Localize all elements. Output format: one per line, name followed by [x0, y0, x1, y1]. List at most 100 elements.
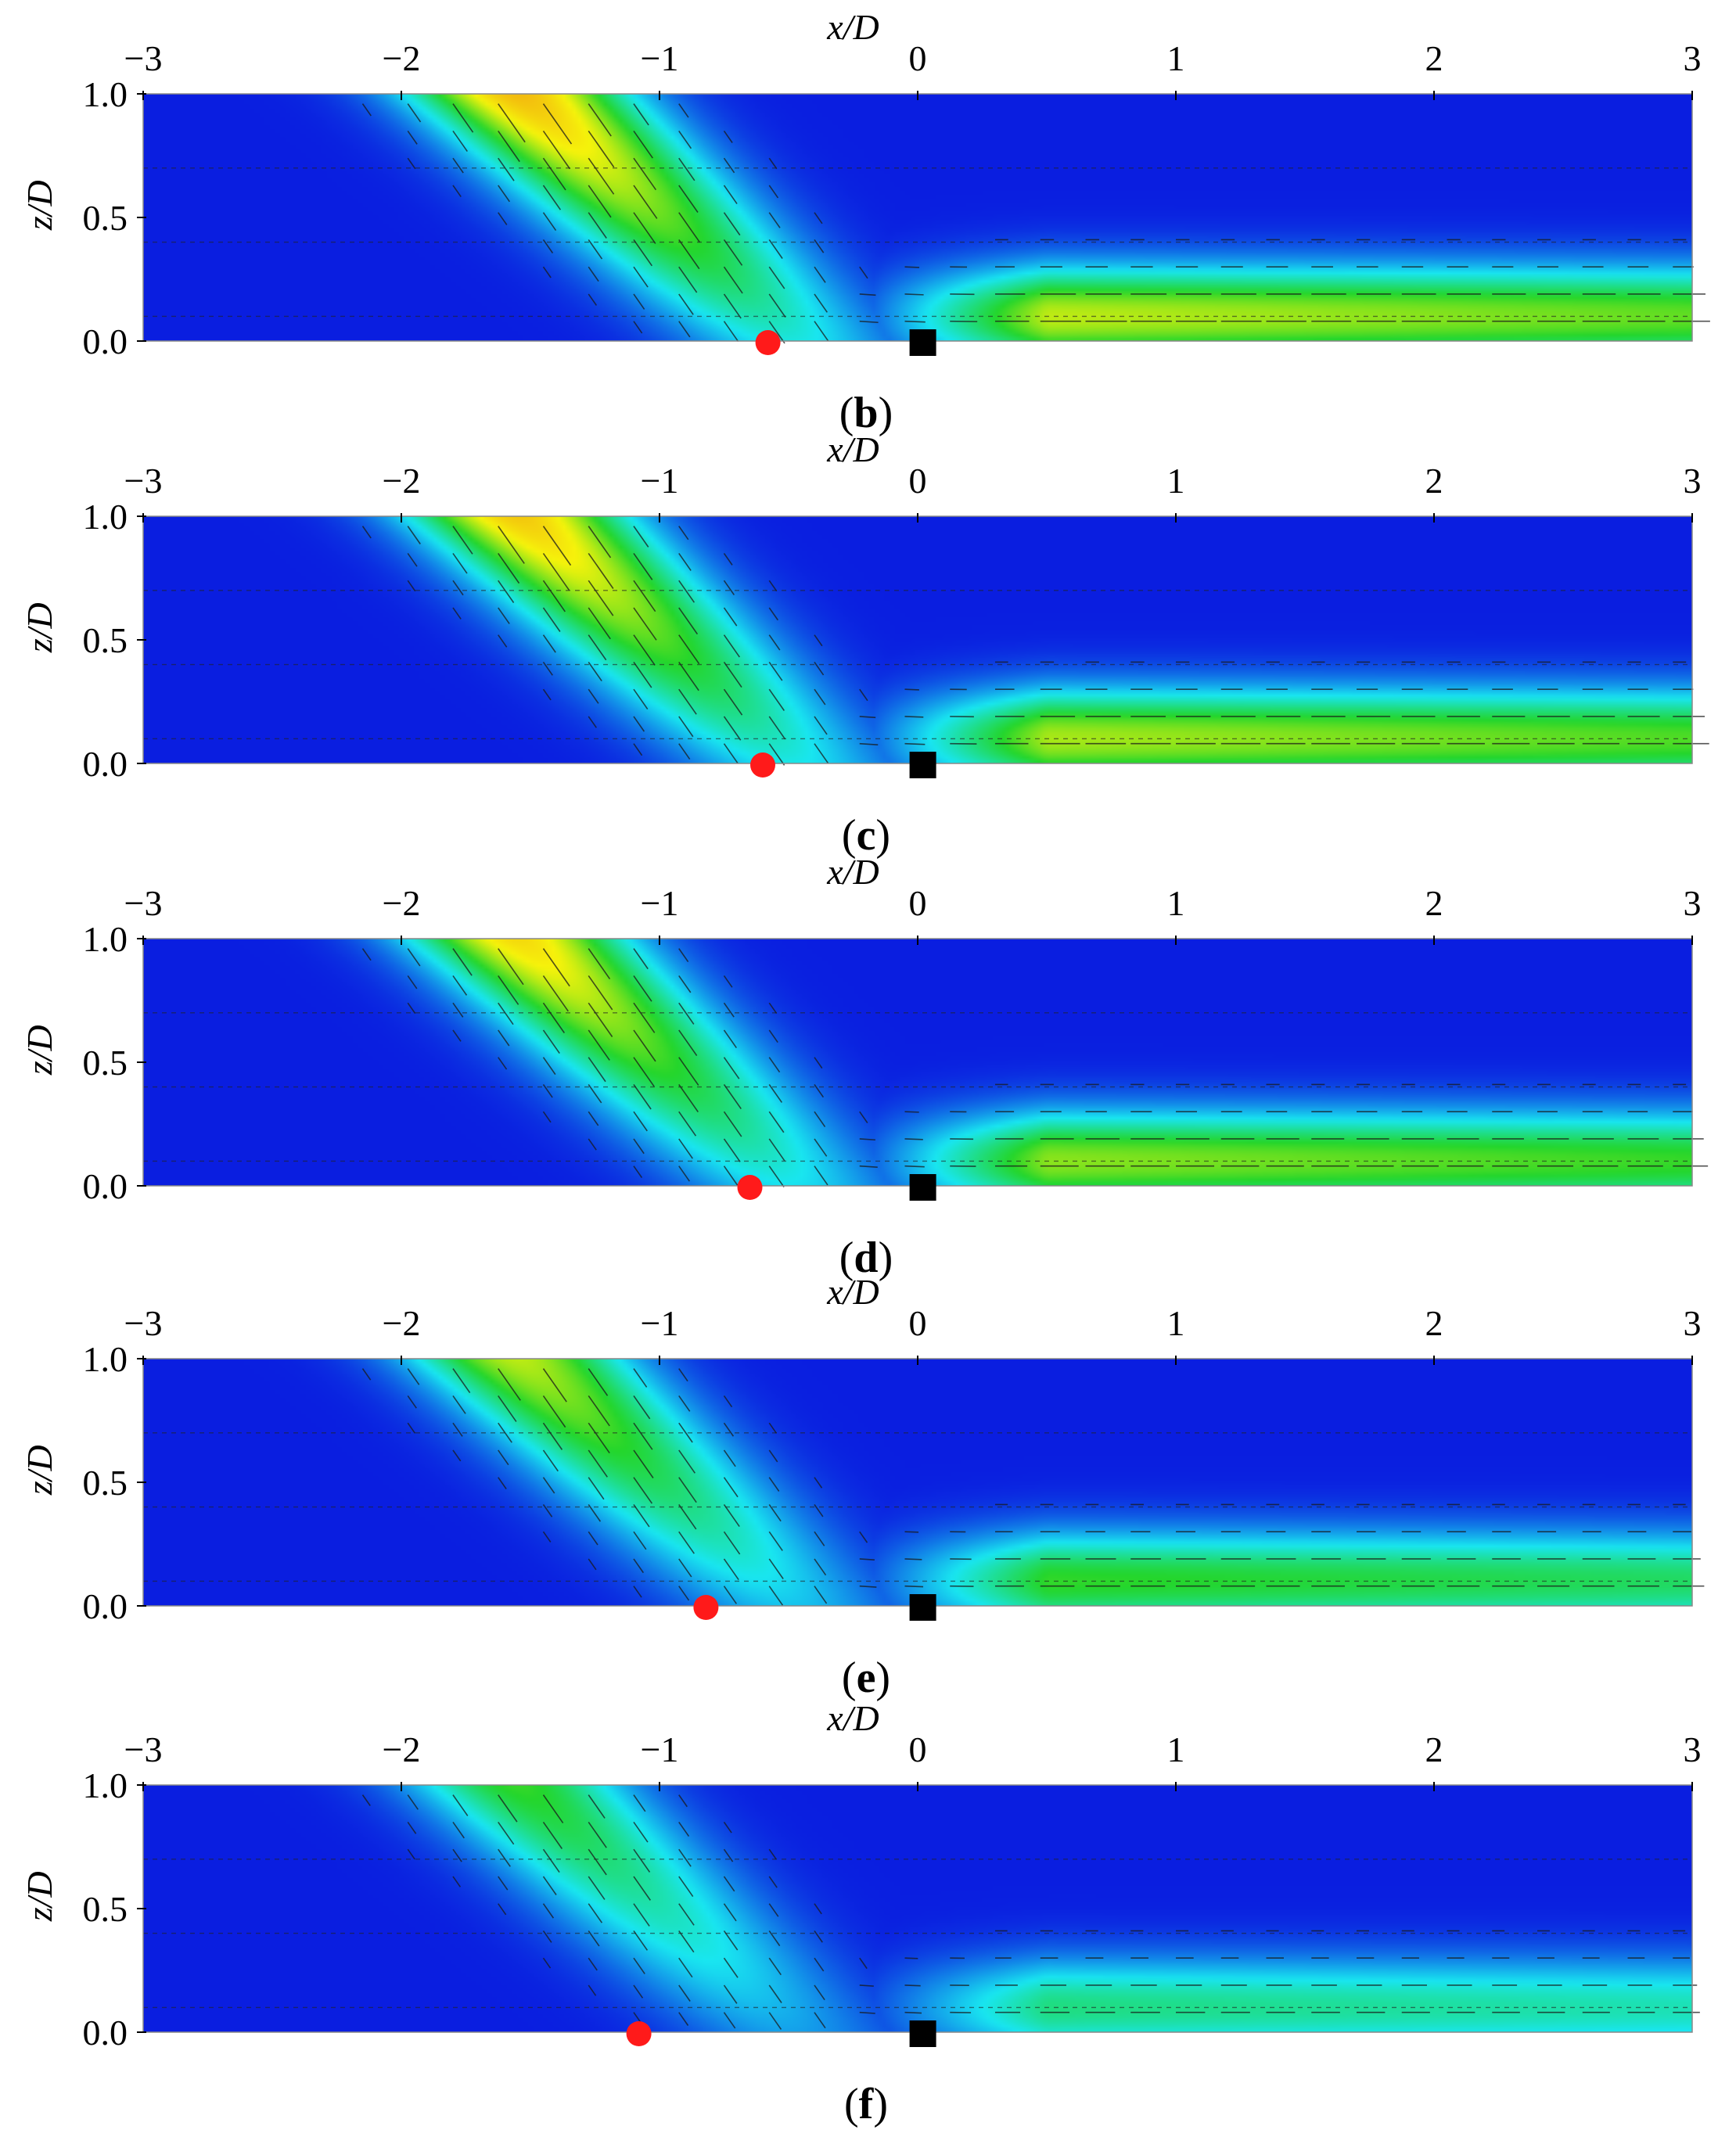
vector-arrow	[633, 948, 649, 970]
x-tick-label: 3	[1684, 1303, 1702, 1343]
black-square-marker	[909, 329, 936, 356]
vector-arrow	[678, 1794, 688, 1808]
x-tick-label: −3	[124, 1729, 163, 1769]
vector-arrow	[542, 526, 572, 566]
vector-arrow	[678, 1165, 691, 1182]
vector-arrow	[904, 320, 926, 323]
vector-arrow	[633, 239, 653, 267]
vector-arrow	[361, 948, 372, 961]
vector-arrow	[814, 1111, 826, 1127]
vector-arrow	[588, 1903, 603, 1923]
vector-arrow	[814, 688, 826, 706]
vector-arrow	[407, 1395, 417, 1409]
vector-arrow	[678, 661, 699, 691]
vector-arrow	[588, 212, 607, 239]
vector-arrow	[678, 1531, 695, 1554]
vector-arrow	[588, 607, 611, 640]
vector-arrow	[768, 607, 778, 621]
vector-arrow	[723, 1449, 736, 1467]
vector-arrow	[452, 1794, 469, 1816]
panel-label: (d)	[839, 1234, 893, 1282]
vector-arrow	[768, 1503, 782, 1522]
x-tick-label: −3	[124, 1303, 163, 1343]
vector-arrow	[814, 2012, 826, 2029]
vector-arrow	[768, 1057, 781, 1073]
vector-arrow	[768, 661, 783, 681]
vector-arrow	[678, 526, 689, 541]
vector-arrow	[588, 130, 615, 168]
vector-arrow	[814, 1503, 824, 1517]
vector-arrow	[452, 1002, 464, 1018]
vector-arrow	[633, 661, 652, 688]
x-tick-label: −1	[641, 1303, 679, 1343]
vector-arrow	[678, 1057, 699, 1086]
vector-arrow	[723, 1586, 737, 1604]
y-tick-label: 0.0	[83, 1586, 128, 1626]
vector-arrow	[633, 580, 656, 612]
vector-arrow	[452, 948, 473, 976]
vector-arrow	[678, 1368, 688, 1382]
vector-arrow	[768, 1848, 777, 1860]
vector-arrow	[678, 157, 695, 181]
vector-arrow	[768, 157, 778, 170]
vector-arrow	[904, 1165, 925, 1168]
black-square-marker	[909, 1594, 936, 1621]
vector-arrow	[859, 1165, 878, 1168]
vector-arrow	[678, 580, 695, 603]
vector-arrow	[542, 1503, 553, 1517]
vector-arrow	[768, 634, 781, 651]
vector-arrow	[723, 130, 733, 143]
vector-arrow	[723, 1138, 741, 1162]
vector-arrow	[407, 103, 422, 123]
vector-arrow	[498, 975, 519, 1005]
vector-arrow	[407, 1848, 415, 1860]
red-circle-marker	[626, 2021, 652, 2046]
vector-arrow	[814, 1531, 825, 1546]
vector-arrow	[498, 1821, 515, 1845]
vector-arrow	[452, 1848, 462, 1862]
vector-arrow	[542, 239, 554, 253]
vector-arrow	[633, 1821, 649, 1843]
vector-arrow	[633, 1794, 646, 1812]
vector-arrow	[633, 1002, 656, 1033]
vector-arrow	[498, 948, 524, 986]
vector-arrow	[814, 634, 823, 647]
red-circle-marker	[737, 1175, 763, 1200]
black-square-marker	[909, 1174, 936, 1201]
vector-arrow	[542, 1029, 560, 1054]
vector-arrow	[452, 185, 462, 197]
vector-arrow	[768, 1002, 778, 1015]
vector-arrow	[542, 266, 552, 278]
vector-arrow	[542, 1422, 563, 1450]
vector-arrow	[678, 1848, 692, 1867]
x-tick-label: 2	[1425, 1303, 1443, 1343]
vector-arrow	[633, 1957, 645, 1974]
vector-arrow	[588, 580, 614, 616]
vector-arrow	[588, 716, 597, 728]
vector-arrow	[723, 580, 735, 596]
y-tick-label: 0.5	[83, 620, 128, 660]
vector-arrow	[498, 1848, 511, 1867]
vector-arrow	[904, 742, 926, 745]
vector-arrow	[768, 1558, 784, 1579]
vector-arrow	[723, 661, 742, 688]
vector-arrow	[768, 1138, 785, 1162]
vector-arrow	[814, 1930, 823, 1943]
x-tick-label: 0	[909, 883, 927, 923]
vector-arrow	[768, 1029, 778, 1043]
x-tick-label: 0	[909, 1729, 927, 1769]
vector-arrow	[588, 1503, 602, 1522]
y-tick-label: 0.0	[83, 744, 128, 784]
vector-arrow	[859, 266, 868, 279]
vector-arrow	[814, 1477, 823, 1489]
vector-arrow	[768, 1930, 781, 1947]
vector-arrow	[678, 239, 700, 270]
vector-arrow	[633, 743, 643, 756]
x-tick-label: −3	[124, 38, 163, 78]
vector-arrow	[768, 1586, 784, 1606]
vector-arrow	[588, 293, 598, 306]
vector-arrow	[407, 1422, 416, 1434]
vector-arrow	[633, 1057, 655, 1087]
vector-arrow	[542, 1531, 552, 1543]
vector-arrow	[633, 526, 649, 548]
